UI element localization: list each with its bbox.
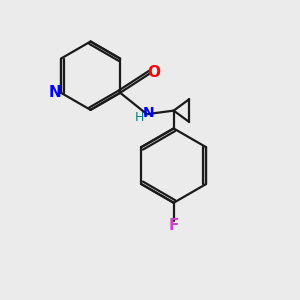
Text: H: H [134, 111, 144, 124]
Text: N: N [49, 85, 62, 100]
Text: F: F [169, 218, 179, 233]
Text: N: N [142, 106, 154, 120]
Text: O: O [148, 65, 160, 80]
